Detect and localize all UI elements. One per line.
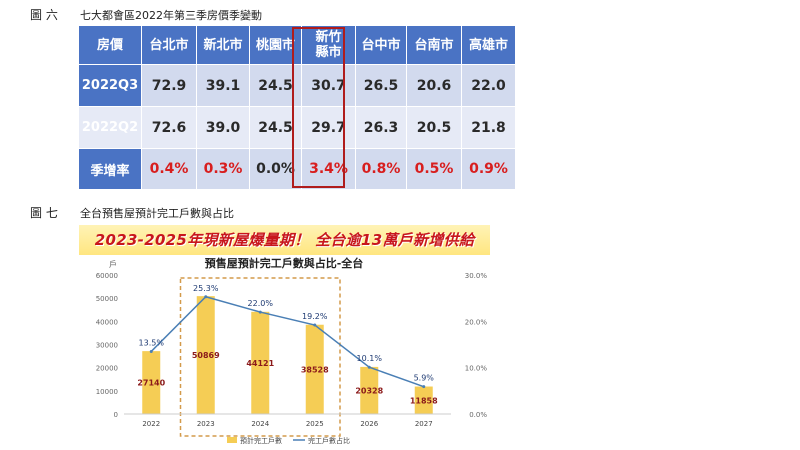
left-axis-tick-label: 40000: [96, 318, 118, 326]
x-tick-label: 2024: [251, 420, 269, 428]
bar-value-label: 27140: [137, 379, 165, 388]
chart-title: 預售屋預計完工戶數與占比-全台: [205, 256, 364, 270]
right-axis-tick-label: 10.0%: [465, 365, 488, 373]
line-value-label: 5.9%: [414, 374, 435, 383]
line-value-label: 10.1%: [357, 354, 383, 363]
table-cell: 26.5: [356, 65, 407, 107]
price-table: 房價 台北市 新北市 桃園市 新竹縣市 台中市 台南市 高雄市 2022Q3 7…: [79, 26, 516, 190]
table-cell: 21.8: [462, 107, 516, 149]
left-axis-unit: 戶: [109, 259, 117, 269]
bar: [251, 311, 270, 414]
line-point: [204, 295, 208, 299]
line-point: [367, 365, 371, 369]
growth-cell: 0.0%: [250, 149, 302, 190]
table-cell: 26.3: [356, 107, 407, 149]
legend-line-label: 完工戶數占比: [308, 436, 350, 445]
header-cell: 高雄市: [462, 26, 516, 65]
bar: [196, 296, 215, 414]
line-point: [258, 310, 262, 314]
growth-cell: 0.4%: [142, 149, 197, 190]
right-axis-tick-label: 0.0%: [469, 411, 487, 419]
table-cell: 39.0: [197, 107, 250, 149]
table-cell: 29.7: [302, 107, 356, 149]
header-cell: 台南市: [407, 26, 462, 65]
table-cell: 20.5: [407, 107, 462, 149]
left-axis-tick-label: 60000: [96, 272, 118, 280]
line-series: 13.5% 25.3% 22.0% 19.2% 10.1% 5.9%: [139, 284, 435, 389]
left-axis-tick-label: 20000: [96, 365, 118, 373]
legend: 預計完工戶數 完工戶數占比: [227, 436, 350, 445]
bar-value-label: 20328: [355, 386, 383, 395]
line-value-label: 19.2%: [302, 312, 328, 321]
line-point: [149, 349, 153, 353]
bar: [305, 324, 324, 414]
table-row: 2022Q3 72.9 39.1 24.5 30.7 26.5 20.6 22.…: [79, 65, 516, 107]
figure-7-title: 全台預售屋預計完工戶數與占比: [80, 207, 234, 220]
growth-cell: 0.9%: [462, 149, 516, 190]
left-axis-tick-label: 0: [114, 411, 118, 419]
header-cell-highlight: 新竹縣市: [302, 26, 356, 65]
table-cell: 39.1: [197, 65, 250, 107]
line-value-label: 13.5%: [139, 338, 165, 347]
header-cell: 桃園市: [250, 26, 302, 65]
row-label: 2022Q3: [79, 65, 142, 107]
line-value-label: 22.0%: [248, 299, 274, 308]
x-axis: 2022 2023 2024 2025 2026 2027: [124, 413, 451, 428]
table-cell: 24.5: [250, 65, 302, 107]
table-cell: 72.9: [142, 65, 197, 107]
growth-cell: 0.5%: [407, 149, 462, 190]
figure-7-label: 圖 七: [30, 206, 58, 220]
table-cell: 30.7: [302, 65, 356, 107]
row-label: 季增率: [79, 149, 142, 190]
left-axis-tick-label: 10000: [96, 388, 118, 396]
row-label: 2022Q2: [79, 107, 142, 149]
table-row: 2022Q2 72.6 39.0 24.5 29.7 26.3 20.5 21.…: [79, 107, 516, 149]
x-tick-label: 2025: [306, 420, 324, 428]
right-axis-tick-label: 30.0%: [465, 272, 488, 280]
header-cell: 新北市: [197, 26, 250, 65]
left-axis-tick-label: 50000: [96, 295, 118, 303]
bar: [142, 351, 161, 414]
left-axis: 0 10000 20000 30000 40000 50000 60000: [96, 272, 118, 419]
table-cell: 24.5: [250, 107, 302, 149]
table-cell: 20.6: [407, 65, 462, 107]
line-point: [422, 385, 426, 389]
headline-banner-text: 2023-2025年現新屋爆量期！ 全台逾13萬戶新增供給: [94, 231, 475, 249]
left-axis-tick-label: 30000: [96, 342, 118, 350]
x-tick-label: 2023: [197, 420, 215, 428]
share-line: [150, 295, 425, 388]
table-cell: 22.0: [462, 65, 516, 107]
bar-value-label: 11858: [410, 396, 438, 405]
highlight-range-box: [179, 277, 341, 437]
header-cell: 房價: [79, 26, 142, 65]
figure-6-label: 圖 六: [30, 8, 58, 22]
bar-value-label: 38528: [301, 365, 329, 374]
figure-6-title: 七大都會區2022年第三季房價季變動: [80, 9, 262, 22]
header-cell: 台北市: [142, 26, 197, 65]
table-row: 季增率 0.4% 0.3% 0.0% 3.4% 0.8% 0.5% 0.9%: [79, 149, 516, 190]
headline-banner: 2023-2025年現新屋爆量期！ 全台逾13萬戶新增供給: [79, 225, 490, 255]
growth-cell: 0.8%: [356, 149, 407, 190]
completion-chart: 預售屋預計完工戶數與占比-全台 戶 0 10000 20000 30000 40000 5…: [96, 256, 488, 445]
growth-cell: 3.4%: [302, 149, 356, 190]
legend-bar-label: 預計完工戶數: [240, 436, 282, 445]
x-tick-label: 2026: [360, 420, 378, 428]
right-axis-tick-label: 20.0%: [465, 318, 488, 326]
x-tick-label: 2027: [415, 420, 433, 428]
right-axis: 0.0% 10.0% 20.0% 30.0%: [465, 272, 488, 419]
bar-value-label: 44121: [246, 359, 274, 368]
line-value-label: 25.3%: [193, 284, 219, 293]
x-tick-label: 2022: [142, 420, 160, 428]
header-highlight-text: 新竹縣市: [315, 30, 342, 60]
table-header-row: 房價 台北市 新北市 桃園市 新竹縣市 台中市 台南市 高雄市: [79, 26, 516, 65]
bar-series: 27140 50869 44121 38528 20328 11858: [137, 296, 438, 414]
growth-cell: 0.3%: [197, 149, 250, 190]
table-cell: 72.6: [142, 107, 197, 149]
bar: [360, 366, 379, 414]
header-cell: 台中市: [356, 26, 407, 65]
line-point: [313, 323, 317, 327]
bar: [414, 386, 433, 414]
legend-bar-swatch: [227, 437, 237, 443]
bar-value-label: 50869: [192, 351, 220, 360]
